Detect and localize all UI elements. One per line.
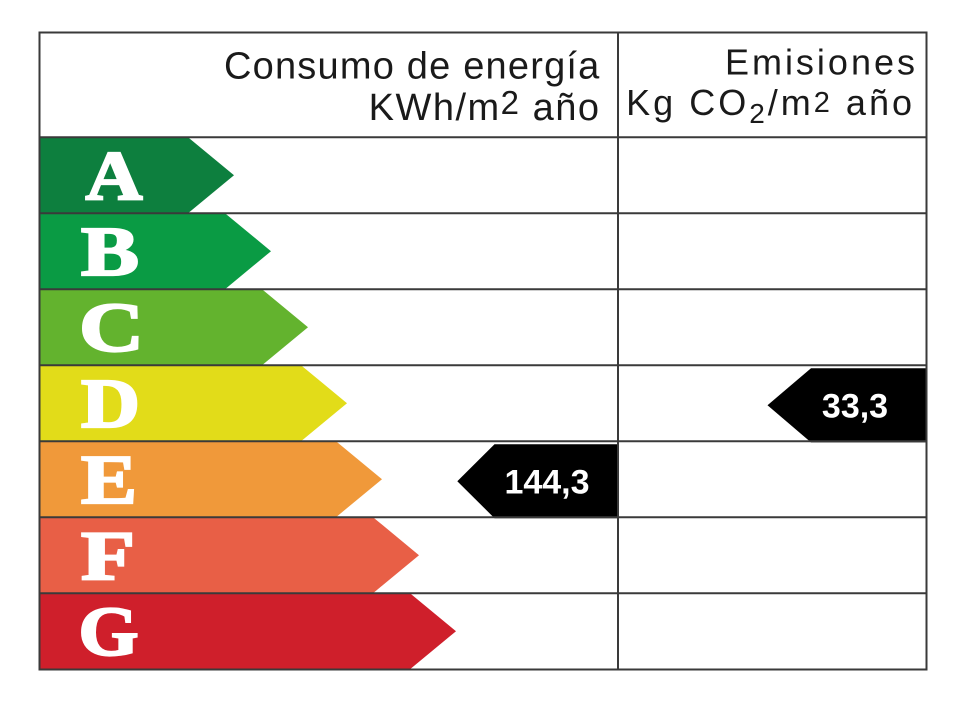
- svg-text:G: G: [79, 594, 139, 671]
- svg-text:A: A: [86, 139, 143, 216]
- svg-text:E: E: [81, 442, 137, 519]
- svg-text:F: F: [81, 518, 135, 595]
- svg-text:Emisiones: Emisiones: [725, 42, 918, 83]
- svg-text:33,3: 33,3: [822, 388, 888, 426]
- svg-text:Consumo de energía: Consumo de energía: [224, 46, 601, 88]
- svg-text:KWh/m2 año: KWh/m2 año: [369, 84, 601, 129]
- svg-text:D: D: [81, 366, 140, 443]
- svg-text:B: B: [81, 214, 139, 291]
- svg-text:Kg CO2/m2 año: Kg CO2/m2 año: [626, 82, 915, 129]
- svg-text:144,3: 144,3: [504, 464, 589, 502]
- svg-text:C: C: [79, 290, 144, 367]
